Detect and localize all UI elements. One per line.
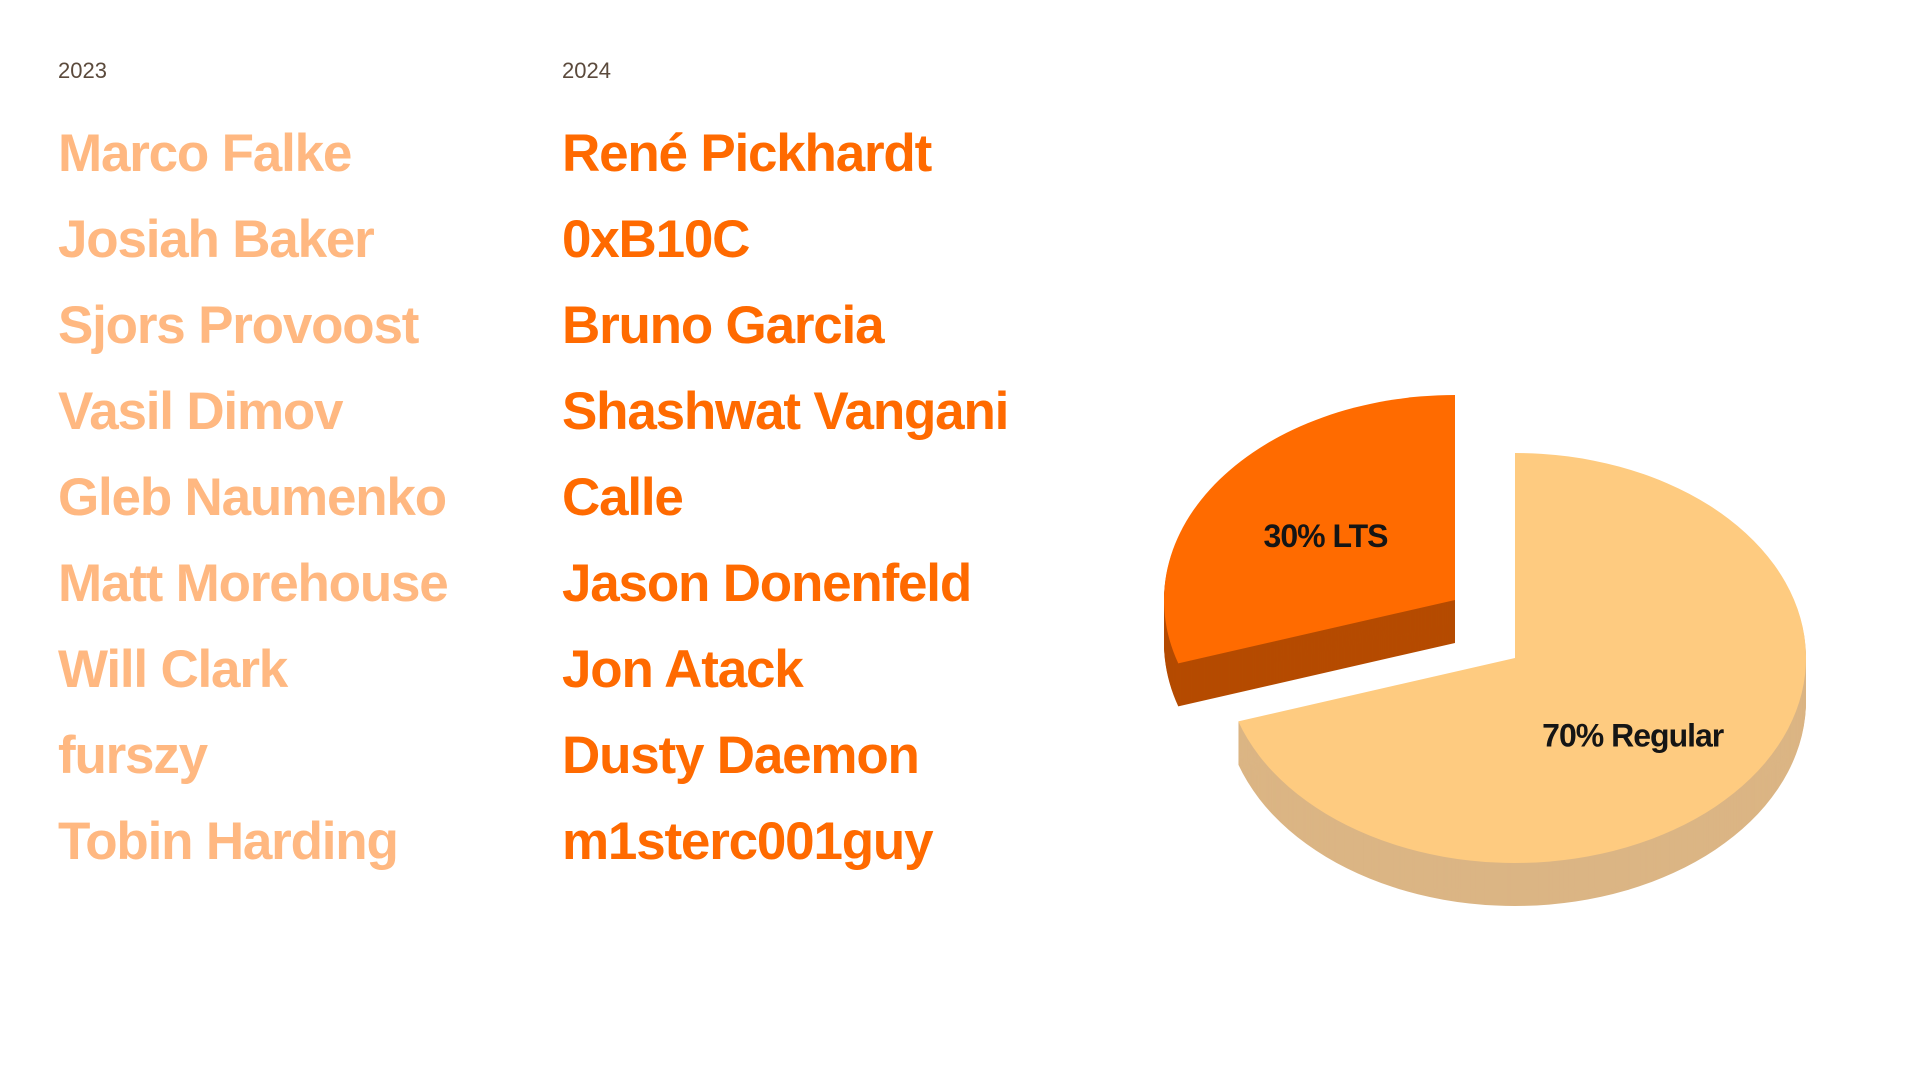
name-item: Josiah Baker	[58, 210, 375, 269]
name-item: Shashwat Vangani	[562, 382, 1009, 441]
name-item: Jon Atack	[562, 640, 804, 699]
pie-slice-regular	[1238, 453, 1806, 906]
name-item: Vasil Dimov	[58, 382, 344, 441]
name-item: furszy	[58, 726, 208, 785]
name-item: René Pickhardt	[562, 124, 932, 183]
pie-slice-lts	[1163, 395, 1455, 707]
name-item: m1sterc001guy	[562, 812, 934, 871]
name-item: Dusty Daemon	[562, 726, 920, 785]
name-item: Jason Donenfeld	[562, 554, 972, 613]
pie-slice-top	[1163, 395, 1455, 664]
name-list-2024: René Pickhardt 0xB10C Bruno Garcia Shashwat…	[562, 121, 1009, 895]
name-item: Calle	[562, 468, 684, 527]
name-item: Will Clark	[58, 640, 288, 699]
name-item: Sjors Provoost	[58, 296, 419, 355]
name-item: 0xB10C	[562, 210, 750, 269]
name-item: Tobin Harding	[58, 812, 399, 871]
name-list-2023: Marco Falke Josiah Baker Sjors Provoost Vas…	[58, 121, 449, 895]
year-label: 2024	[562, 58, 611, 83]
pie-label-lts: 30% LTS	[1264, 518, 1389, 554]
name-item: Gleb Naumenko	[58, 468, 447, 527]
name-item: Matt Morehouse	[58, 554, 449, 613]
name-item: Bruno Garcia	[562, 296, 885, 355]
year-label: 2023	[58, 58, 107, 83]
pie-label-regular: 70% Regular	[1542, 718, 1724, 754]
pie-slice-top	[1238, 453, 1806, 863]
name-item: Marco Falke	[58, 124, 352, 183]
